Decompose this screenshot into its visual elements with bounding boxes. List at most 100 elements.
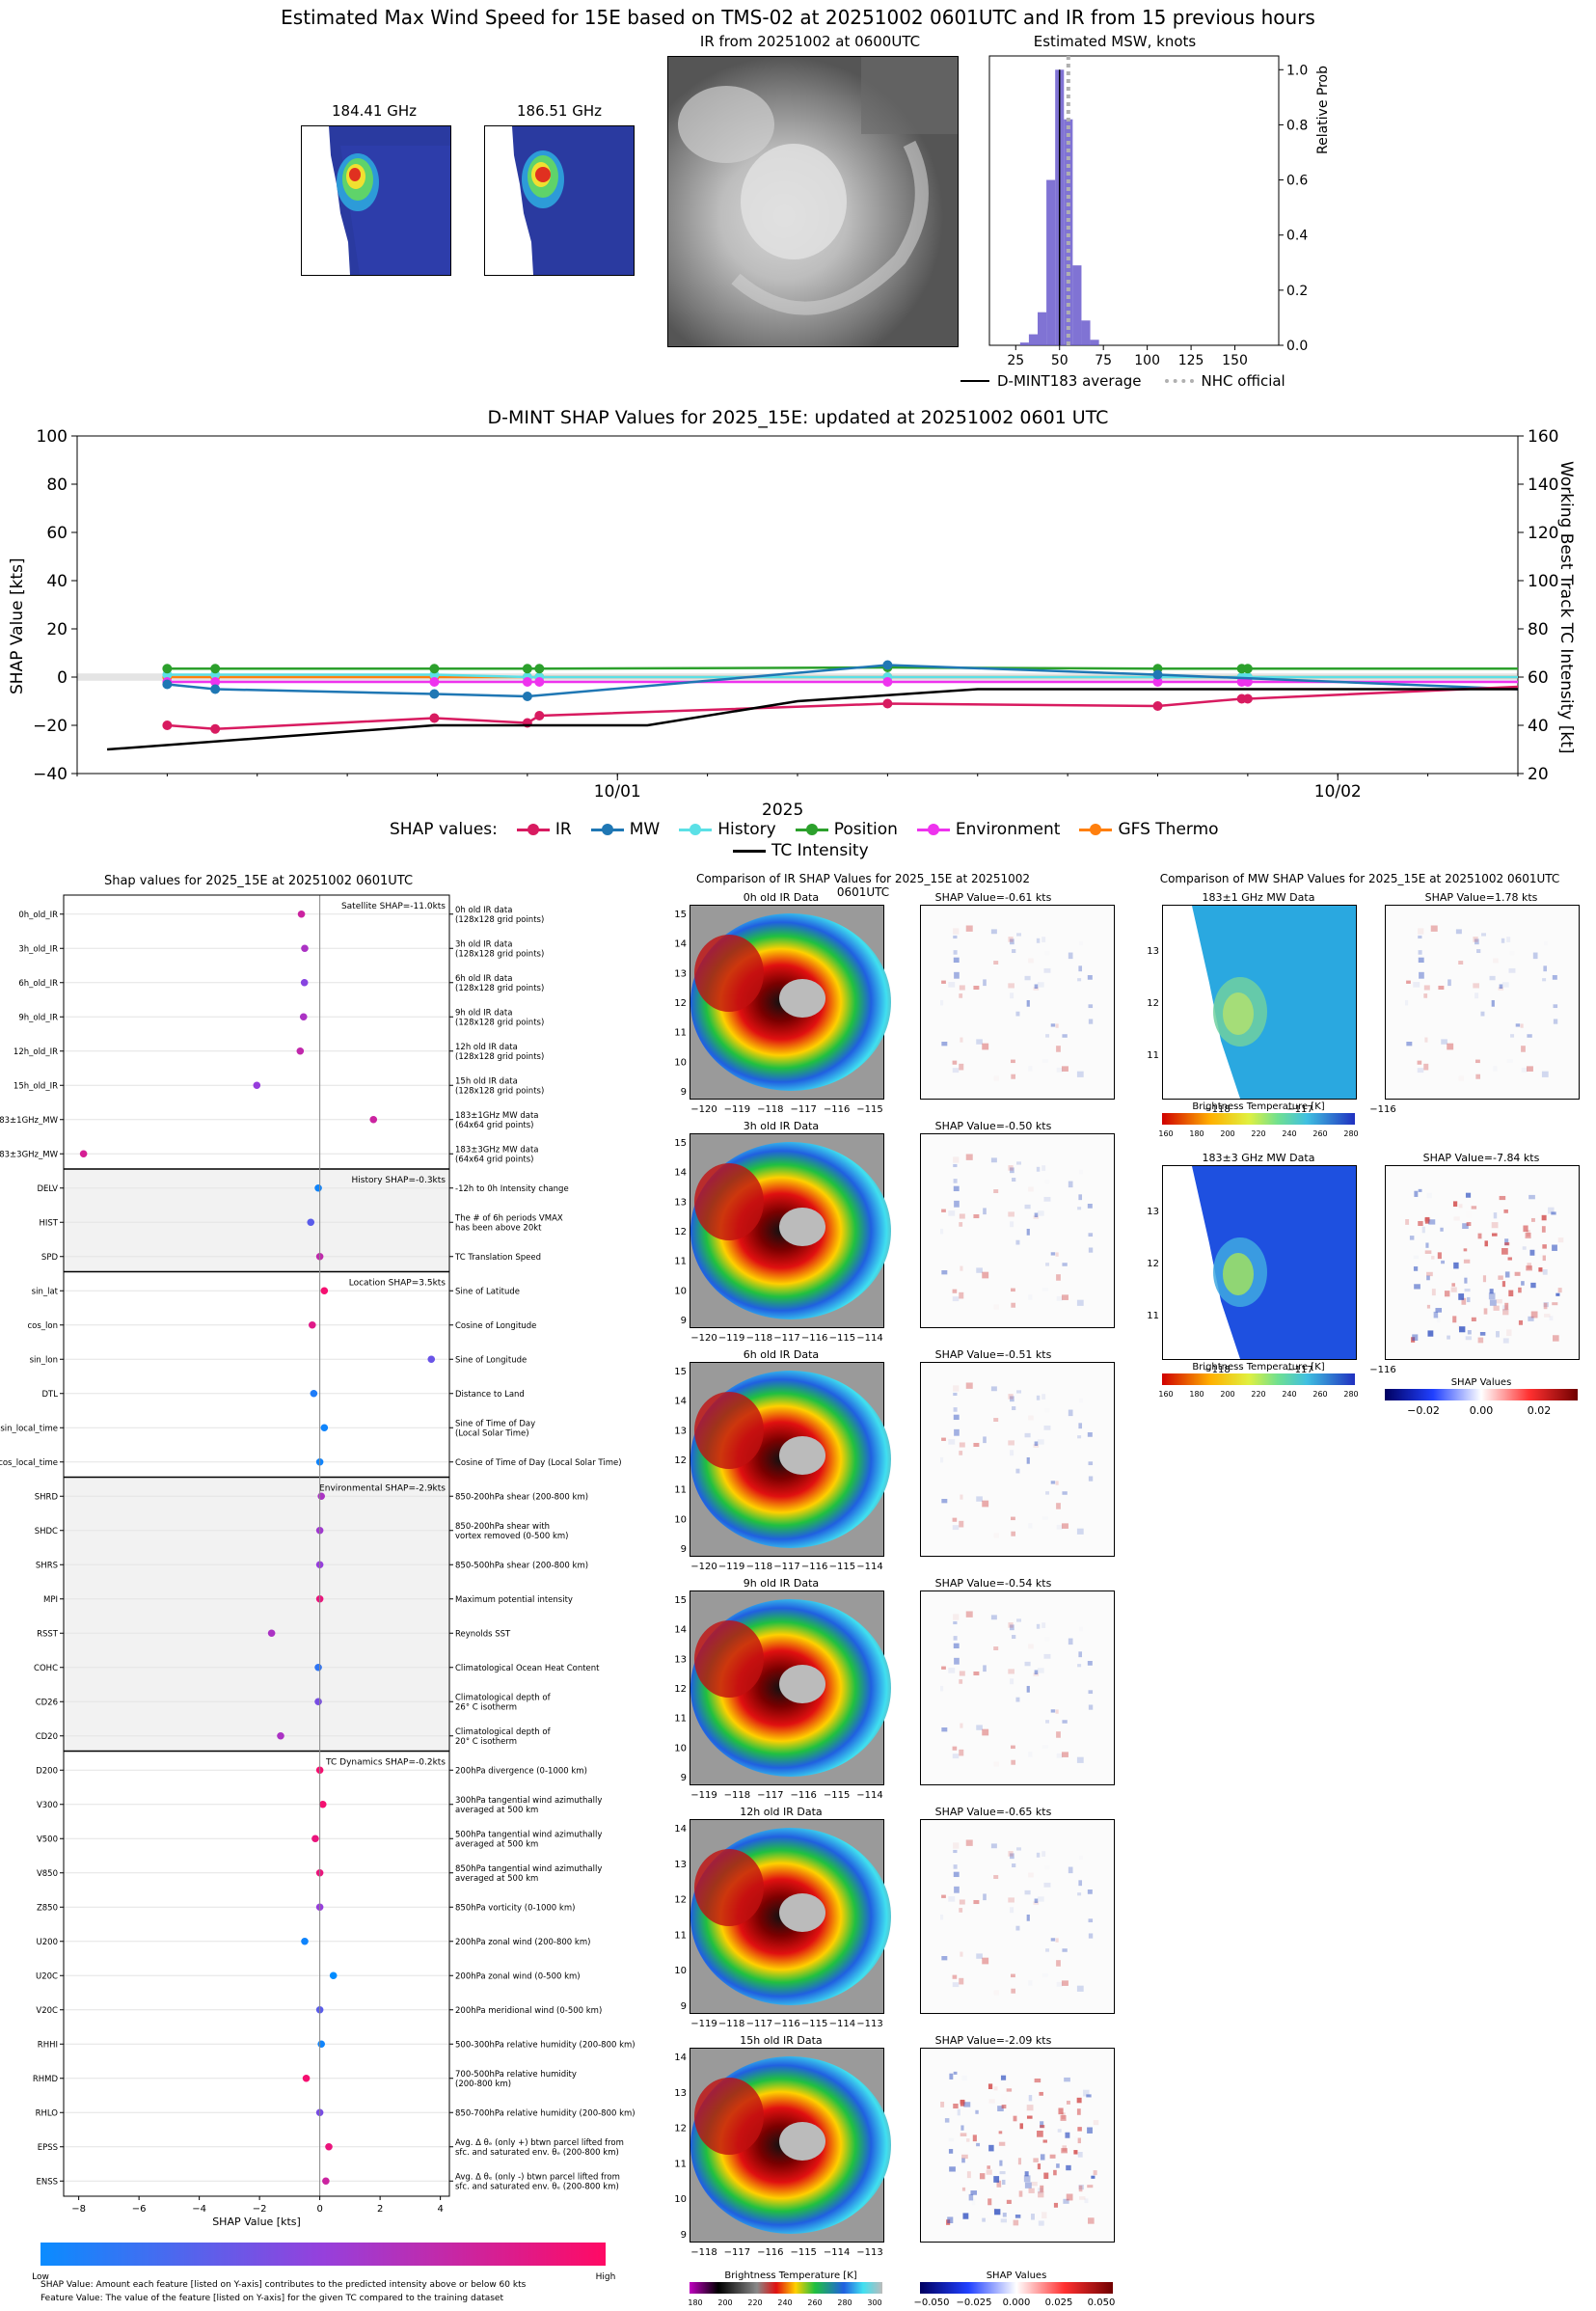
shap-pixel: [1012, 1635, 1016, 1640]
shap-pixel: [1506, 937, 1511, 942]
shap-pixel: [1474, 938, 1479, 945]
shap-pixel: [1074, 2136, 1077, 2140]
shap-pixel: [959, 985, 965, 991]
feature-name: V500: [37, 1835, 58, 1844]
shap-pixel: [941, 1727, 948, 1732]
shap-pixel: [1073, 2150, 1078, 2155]
ir-xtick-label: −114: [856, 1562, 882, 1572]
ir-ytick-label: 9: [681, 1544, 687, 1555]
ir-shap-image: [920, 905, 1115, 1100]
ts-ytick-label: 80: [46, 476, 68, 495]
shap-pixel: [953, 1864, 958, 1869]
shap-pixel: [976, 1427, 980, 1431]
feature-desc: Distance to Land: [455, 1390, 525, 1400]
shap-pixel: [1060, 2115, 1067, 2121]
legend-history: History: [717, 820, 776, 839]
shap-pixel: [1008, 1211, 1014, 1217]
shap-pixel: [1016, 1847, 1021, 1851]
feature-point: [301, 944, 309, 953]
ir-ytick-label: 14: [674, 1397, 687, 1407]
feature-desc: Maximum potential intensity: [455, 1595, 573, 1605]
ts-ytick-label: 0: [57, 668, 68, 688]
shap-pixel: [1033, 2158, 1039, 2162]
feature-desc: 850hPa vorticity (0-1000 km): [455, 1903, 575, 1913]
shap-pixel: [1088, 1933, 1094, 1939]
ir-xtick-label: −117: [773, 1562, 799, 1572]
feature-desc: Climatological depth of: [455, 1727, 552, 1737]
shap-pixel: [961, 2154, 968, 2160]
mw-shap-colorbar-tick: −0.02: [1407, 1404, 1440, 1417]
shap-pixel: [1431, 1289, 1436, 1296]
feature-desc: vortex removed (0-500 km): [455, 1532, 568, 1541]
shap-pixel: [1444, 1291, 1450, 1297]
mw-compare-title: Comparison of MW SHAP Values for 2025_15…: [1159, 872, 1560, 885]
shap-pixel: [1068, 1638, 1073, 1645]
tc-intensity-line: [107, 688, 1518, 751]
shap-pixel: [1077, 2137, 1081, 2144]
shap-pixel: [1011, 1074, 1016, 1079]
feature-name: sin_lon: [30, 1355, 58, 1365]
feature-group-label: Location SHAP=3.5kts: [349, 1279, 446, 1289]
series-point-position: [534, 664, 545, 674]
shap-pixel: [1042, 1288, 1048, 1291]
feature-group-bg: [64, 895, 449, 1169]
feature-desc: 15h old IR data: [455, 1076, 518, 1086]
shap-bg: [921, 1134, 1114, 1327]
shap-pixel: [1024, 2182, 1032, 2189]
feature-name: SHRS: [36, 1561, 58, 1570]
feature-point: [427, 1355, 436, 1364]
shap-pixel: [1405, 1219, 1410, 1225]
mw-xtick-label: −118: [1204, 1104, 1230, 1115]
ir-shap-image: [920, 1819, 1115, 2014]
feature-frame: [63, 894, 450, 2197]
shap-pixel: [953, 1871, 960, 1878]
mw-xtick-label: −118: [1204, 1365, 1230, 1375]
shap-pixel: [1034, 1212, 1039, 1217]
shap-pixel: [1037, 982, 1044, 988]
shap-pixel: [953, 2071, 958, 2075]
shap-pixel: [940, 2102, 945, 2107]
feature-desc: Avg. Δ θₑ (only +) btwn parcel lifted fr…: [455, 2138, 624, 2148]
shap-pixel: [1520, 1023, 1524, 1028]
ir-row-label: 6h old IR Data: [743, 1348, 820, 1361]
shap-pixel: [1056, 1731, 1061, 1738]
shap-pixel: [987, 2198, 992, 2206]
feature-desc: (64x64 grid points): [455, 1121, 533, 1130]
ir-shap-image: [920, 2048, 1115, 2243]
shap-pixel: [940, 1914, 944, 1920]
feature-desc: 500-300hPa relative humidity (200-800 km…: [455, 2040, 636, 2050]
feature-colorbar: [41, 2243, 606, 2266]
ir-row-label: 12h old IR Data: [740, 1806, 823, 1818]
feature-point: [302, 2074, 311, 2082]
shap-pixel: [1037, 2131, 1043, 2137]
ir-shap-colorbar-tick: 0.050: [1088, 2297, 1116, 2308]
feature-desc: 850-200hPa shear with: [455, 1522, 550, 1532]
ts-y2tick-label: 160: [1528, 427, 1558, 447]
shap-pixel: [1522, 1246, 1527, 1250]
mw-xtick-label: −116: [1369, 1365, 1395, 1375]
shap-pixel: [1417, 1068, 1424, 1074]
shap-pixel: [953, 1849, 958, 1854]
shap-pixel: [993, 1189, 999, 1193]
shap-pixel: [1062, 1720, 1068, 1724]
ir-xtick-label: −118: [724, 1790, 750, 1801]
shap-pixel: [959, 1908, 963, 1913]
mw-ytick-label: 13: [1147, 1207, 1159, 1217]
shap-pixel: [1023, 2175, 1031, 2183]
ir-colorbar-tick: 180: [688, 2298, 702, 2307]
shap-pixel: [1045, 1491, 1050, 1495]
mw-shap-image: [1385, 1165, 1580, 1360]
shap-pixel: [952, 1974, 958, 1979]
shap-pixel: [1044, 1637, 1049, 1641]
shap-pixel: [952, 1754, 960, 1759]
ir-shap-colorbar-bar: [920, 2282, 1113, 2294]
mw-shap-label: SHAP Value=1.78 kts: [1424, 891, 1538, 904]
ir-xtick-label: −118: [746, 1333, 772, 1344]
series-point-ir: [534, 711, 545, 720]
ir-ytick-label: 12: [674, 1455, 687, 1466]
shap-pixel: [961, 2158, 965, 2163]
ir-ytick-label: 14: [674, 1168, 687, 1179]
mw2-image: [484, 125, 635, 276]
legend-ir: IR: [555, 820, 572, 839]
footer-line1: SHAP Value: Amount each feature [listed …: [41, 2280, 527, 2290]
